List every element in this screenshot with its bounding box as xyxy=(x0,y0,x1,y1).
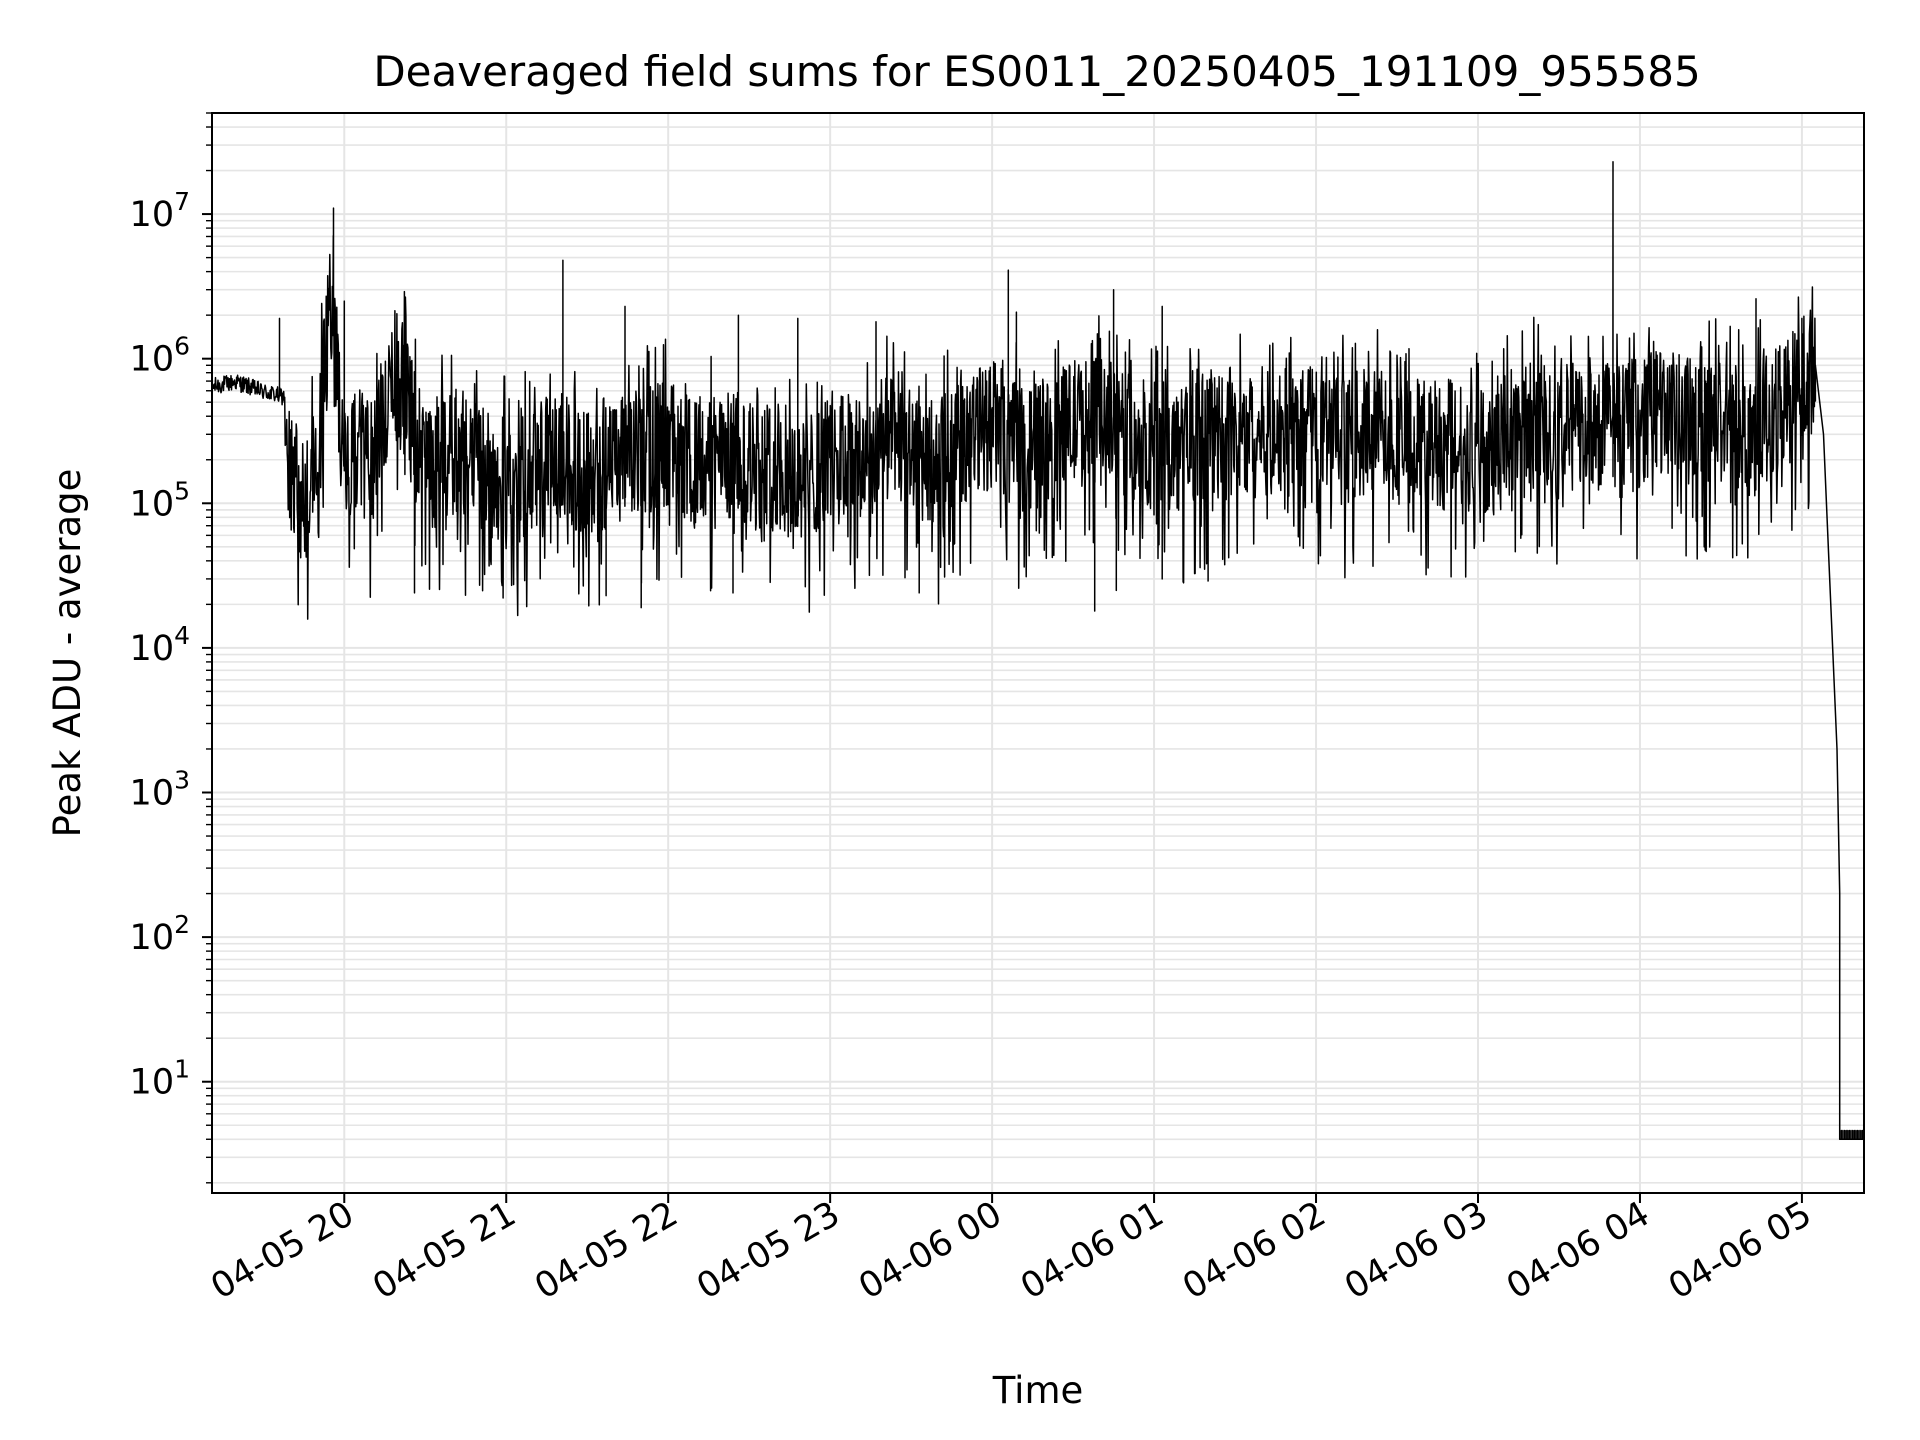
x-axis-label: Time xyxy=(992,1369,1084,1412)
y-tick-label: 104 xyxy=(130,621,190,669)
y-tick-label: 105 xyxy=(130,476,190,524)
chart-title: Deaveraged field sums for ES0011_2025040… xyxy=(373,47,1700,96)
y-tick-label: 101 xyxy=(130,1055,190,1103)
series-layer xyxy=(211,161,1865,1141)
series-line xyxy=(211,161,1865,1141)
plot-frame xyxy=(211,112,1865,1194)
y-tick-label: 106 xyxy=(130,332,190,380)
y-tick-label: 107 xyxy=(130,187,190,235)
y-tick-label: 103 xyxy=(130,766,190,814)
grid-lines xyxy=(212,112,1864,1193)
y-tick-label: 102 xyxy=(130,910,190,958)
y-axis-label: Peak ADU - average xyxy=(46,469,89,838)
